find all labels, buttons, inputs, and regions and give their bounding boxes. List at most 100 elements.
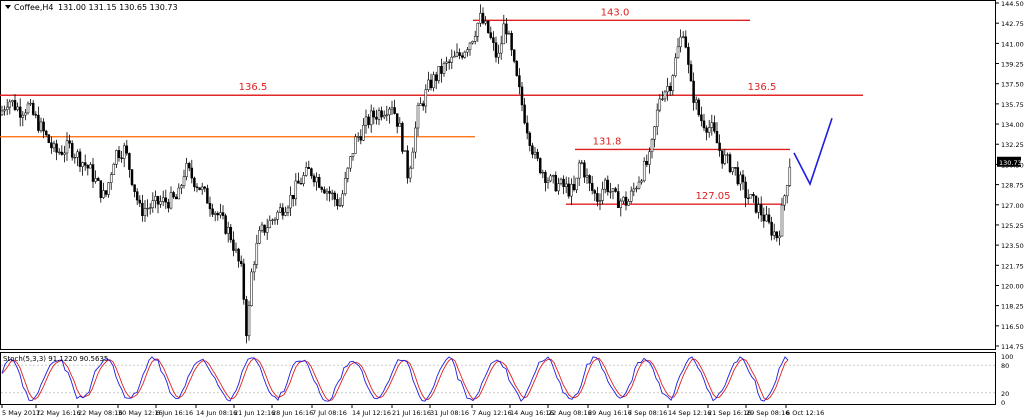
candle: [333, 190, 337, 207]
candle: [174, 194, 178, 200]
candle: [528, 131, 532, 152]
candle: [60, 145, 64, 156]
candle: [538, 157, 542, 175]
candle: [406, 145, 409, 184]
price-axis: 144.50 142.75 141.00 139.25 137.50 135.75 134.…: [996, 0, 1024, 351]
candle: [159, 195, 162, 208]
level-label: 131.8: [593, 136, 622, 147]
symbol-label: Coffee,H4: [14, 3, 53, 12]
candle: [65, 132, 69, 161]
candle: [471, 40, 474, 45]
candle: [128, 152, 131, 178]
candle: [50, 136, 53, 154]
main-panel: [0, 0, 996, 350]
candle: [382, 110, 386, 120]
candle: [193, 176, 196, 192]
candle: [788, 158, 792, 187]
candle: [245, 295, 248, 344]
stoch-signal-line: [1, 357, 789, 402]
price-label: 137.50: [1001, 81, 1024, 89]
candle: [255, 234, 259, 269]
candle: [590, 175, 594, 195]
candle: [203, 185, 207, 193]
candle: [341, 189, 344, 208]
candle: [783, 194, 786, 211]
candle: [606, 175, 610, 196]
candle: [650, 138, 654, 159]
candle: [632, 182, 636, 197]
menu-dropdown-icon[interactable]: [5, 5, 11, 9]
candle: [401, 121, 404, 155]
candle: [239, 255, 243, 267]
candle: [681, 31, 685, 39]
candle: [570, 178, 573, 206]
candle: [580, 160, 584, 165]
candle: [42, 118, 45, 139]
candle: [273, 217, 277, 225]
candle: [661, 90, 664, 101]
candle: [445, 56, 448, 71]
level-label: 136.5: [748, 82, 777, 93]
candle: [762, 207, 766, 228]
candle: [390, 100, 394, 115]
price-label: 120.00: [1001, 282, 1024, 290]
price-label: 144.50: [1001, 0, 1024, 8]
candle: [546, 177, 550, 189]
candle: [167, 198, 170, 213]
candle: [325, 188, 329, 201]
candle: [593, 188, 597, 202]
candle: [658, 94, 662, 113]
candle: [133, 184, 136, 198]
candle: [713, 115, 716, 134]
candle: [723, 149, 727, 166]
stoch-scale-label: 20: [1001, 390, 1009, 398]
price-label: 142.75: [1001, 20, 1024, 28]
candle: [692, 72, 695, 111]
candle: [52, 140, 56, 152]
stoch-scale-label: 80: [1001, 362, 1009, 370]
time-label: 7 Aug 12:16: [472, 409, 512, 417]
candle: [733, 167, 737, 176]
candle: [247, 300, 251, 341]
candle: [70, 140, 74, 161]
projection-path[interactable]: [793, 118, 833, 187]
candle: [531, 142, 534, 159]
candle: [557, 177, 560, 195]
candle: [5, 99, 9, 116]
candle: [518, 68, 521, 95]
price-label: 128.75: [1001, 182, 1024, 190]
price-label: 114.75: [1001, 343, 1024, 351]
candle: [351, 153, 355, 161]
time-label: 28 Jun 16:16: [272, 409, 313, 417]
candle: [494, 36, 498, 63]
candle: [687, 42, 690, 74]
candle: [663, 90, 667, 102]
candle: [206, 184, 209, 204]
price-label: 139.25: [1001, 61, 1024, 69]
candle: [414, 121, 417, 159]
time-label: 14 Jun 08:16: [196, 409, 237, 417]
time-label: 21 Jul 16:16: [392, 409, 431, 417]
candle: [614, 186, 617, 193]
candle: [544, 170, 547, 192]
candle: [63, 145, 66, 163]
candle: [505, 18, 508, 44]
candle: [320, 186, 324, 193]
candle: [380, 106, 383, 121]
candle: [185, 157, 188, 181]
candle: [109, 172, 113, 190]
candle: [89, 162, 92, 169]
candle: [583, 159, 586, 184]
candle: [393, 99, 396, 115]
time-label: 14 Aug 16:16: [510, 409, 554, 417]
candle: [317, 174, 321, 189]
candle: [265, 218, 269, 240]
candle: [359, 129, 363, 145]
candle: [276, 210, 279, 225]
current-price-tag: [997, 156, 1021, 167]
candle: [447, 59, 451, 70]
candle: [427, 71, 430, 92]
candle: [55, 139, 58, 161]
candle: [757, 197, 760, 219]
